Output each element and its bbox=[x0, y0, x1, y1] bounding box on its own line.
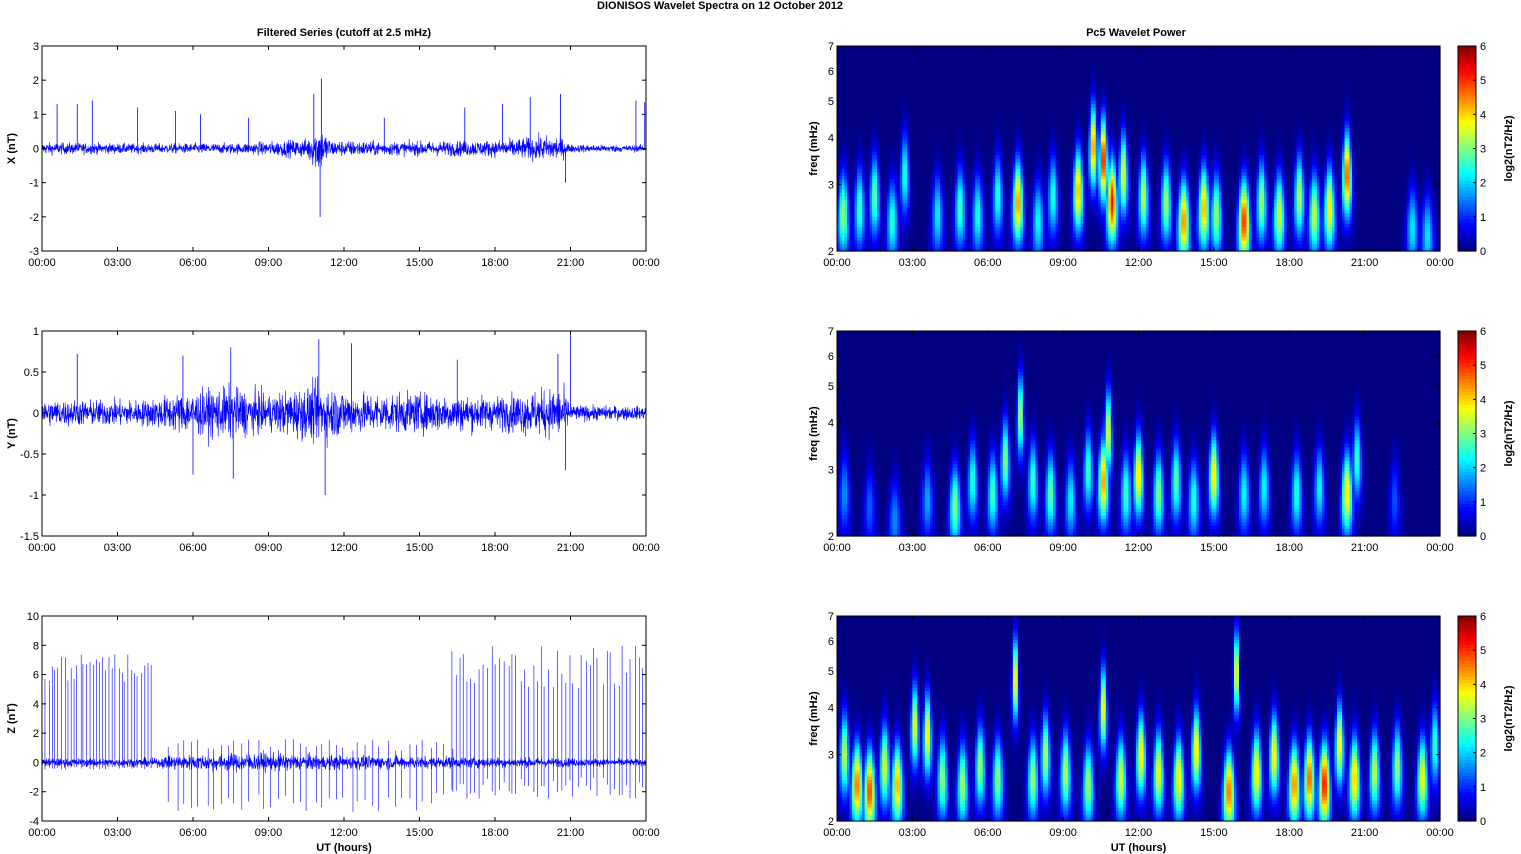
x-tick-label: 06:00 bbox=[179, 542, 207, 554]
x-tick-label: 15:00 bbox=[406, 827, 434, 839]
y-tick-label: -1 bbox=[29, 490, 39, 502]
x-tick-label: 12:00 bbox=[330, 257, 358, 269]
x-tick-label: 09:00 bbox=[255, 827, 283, 839]
y-tick-label: -2 bbox=[29, 212, 39, 224]
x-tick-label: 12:00 bbox=[330, 827, 358, 839]
y-tick-label: 1 bbox=[33, 109, 39, 121]
x-tick-label: 03:00 bbox=[104, 542, 132, 554]
x-tick-label: 15:00 bbox=[406, 542, 434, 554]
right-column-title: Pc5 Wavelet Power bbox=[1086, 27, 1187, 39]
heatmap-cells bbox=[837, 46, 1441, 252]
y-tick-label: 0 bbox=[33, 408, 39, 420]
x-tick-label: 09:00 bbox=[255, 257, 283, 269]
y-tick-label: 8 bbox=[33, 640, 39, 652]
x-tick-label: 15:00 bbox=[406, 257, 434, 269]
y-series-panel: -1.5-1-0.500.51Y (nT)00:00 03:00 06:00 09:0… bbox=[6, 326, 660, 554]
y-tick-label: 2 bbox=[33, 728, 39, 740]
x-tick-label: 00:00 bbox=[632, 827, 660, 839]
x-tick-label: 00:00 bbox=[28, 257, 56, 269]
y-axis-label: Z (nT) bbox=[6, 703, 18, 734]
plot-area bbox=[42, 331, 646, 536]
x-tick-label: 21:00 bbox=[557, 542, 585, 554]
x-tick-label: 21:00 bbox=[557, 827, 585, 839]
x-tick-label: 18:00 bbox=[481, 542, 509, 554]
x-tick-label: 06:00 bbox=[179, 257, 207, 269]
figure-title: DIONISOS Wavelet Spectra on 12 October 2… bbox=[597, 0, 843, 12]
y-tick-label: 0 bbox=[33, 757, 39, 769]
y-tick-label: -1 bbox=[29, 178, 39, 190]
x-tick-label: 00:00 bbox=[632, 257, 660, 269]
y-tick-label: 4 bbox=[33, 699, 39, 711]
x-tick-label: 03:00 bbox=[104, 257, 132, 269]
x-tick-label: 00:00 bbox=[28, 827, 56, 839]
x-tick-label: 18:00 bbox=[481, 257, 509, 269]
x-tick-label: 12:00 bbox=[330, 542, 358, 554]
x-tick-label: 06:00 bbox=[179, 827, 207, 839]
y-tick-label: 3 bbox=[33, 41, 39, 53]
y-axis-label: Y (nT) bbox=[6, 418, 18, 449]
x-axis-label: UT (hours) bbox=[316, 842, 372, 854]
x-tick-label: 18:00 bbox=[481, 827, 509, 839]
y-tick-label: 0 bbox=[33, 144, 39, 156]
x-tick-label: 00:00 bbox=[632, 542, 660, 554]
y-tick-label: 6 bbox=[33, 670, 39, 682]
x-tick-label: 03:00 bbox=[104, 827, 132, 839]
plot-area bbox=[42, 616, 646, 821]
y-tick-label: 0.5 bbox=[24, 367, 39, 379]
left-column-title: Filtered Series (cutoff at 2.5 mHz) bbox=[257, 27, 432, 39]
x-tick-label: 09:00 bbox=[255, 542, 283, 554]
y-axis-label: X (nT) bbox=[6, 133, 18, 164]
x-tick-label: 00:00 bbox=[28, 542, 56, 554]
y-tick-label: 1 bbox=[33, 326, 39, 338]
y-tick-label: -0.5 bbox=[20, 449, 39, 461]
y-tick-label: 2 bbox=[33, 75, 39, 87]
x-tick-label: 21:00 bbox=[557, 257, 585, 269]
y-tick-label: 10 bbox=[27, 611, 39, 623]
y-tick-label: -2 bbox=[29, 787, 39, 799]
